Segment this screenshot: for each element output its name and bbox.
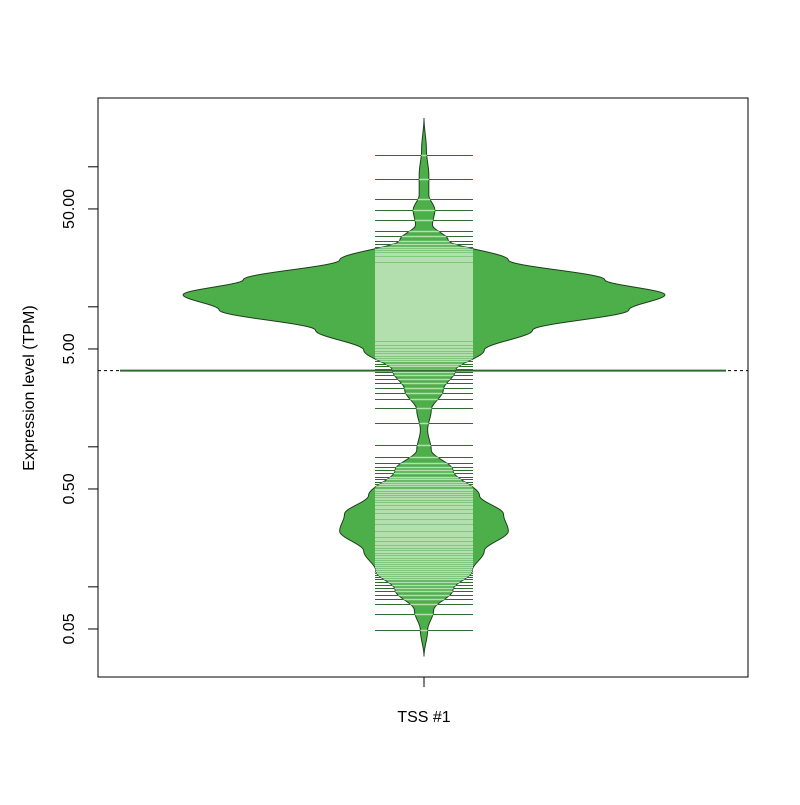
y-axis-label: Expression level (TPM) xyxy=(21,305,38,470)
x-tick-label: TSS #1 xyxy=(397,709,450,726)
bean-density xyxy=(182,118,666,657)
y-tick-label: 0.05 xyxy=(61,613,78,644)
y-axis: 0.05 0.50 5.00 50.00 xyxy=(61,166,98,645)
y-tick-label: 5.00 xyxy=(61,333,78,364)
y-tick-label: 50.00 xyxy=(61,189,78,229)
y-tick-label: 0.50 xyxy=(61,473,78,504)
beanlines-inside-bean xyxy=(375,154,473,632)
plot-frame xyxy=(97,97,749,678)
